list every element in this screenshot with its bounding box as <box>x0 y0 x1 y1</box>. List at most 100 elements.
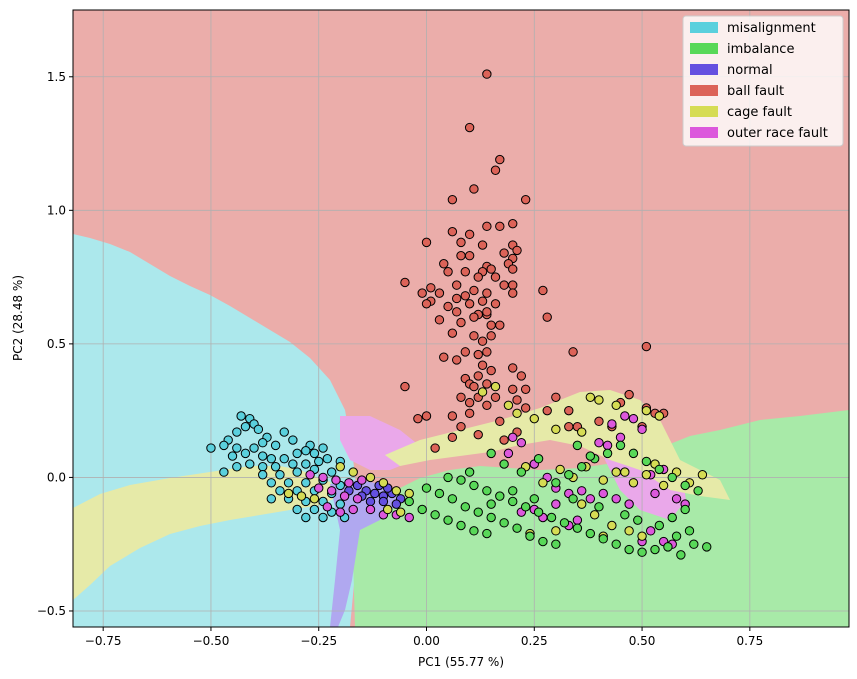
point-outer-race-fault <box>508 432 518 443</box>
point-imbalance <box>598 534 608 544</box>
point-ball-fault <box>486 331 496 341</box>
point-ball-fault <box>490 272 501 282</box>
point-imbalance <box>559 518 570 528</box>
point-imbalance <box>499 518 509 528</box>
point-ball-fault <box>641 341 652 352</box>
point-misalignment <box>288 459 298 469</box>
point-outer-race-fault <box>624 499 634 509</box>
point-ball-fault <box>512 395 522 405</box>
point-cage-fault <box>551 526 561 536</box>
point-imbalance <box>654 464 665 475</box>
point-imbalance <box>572 523 583 533</box>
point-cage-fault <box>637 531 647 541</box>
x-axis-ticks: −0.75 −0.50 −0.25 0.00 0.25 0.50 0.75 <box>85 627 763 648</box>
point-imbalance <box>546 512 557 523</box>
legend-label-misalignment: misalignment <box>727 21 816 36</box>
point-ball-fault <box>400 277 410 288</box>
point-ball-fault <box>477 360 488 370</box>
point-imbalance <box>667 512 677 523</box>
point-misalignment <box>270 462 281 472</box>
point-ball-fault <box>426 283 436 293</box>
point-ball-fault <box>482 347 492 357</box>
point-ball-fault <box>430 443 440 453</box>
point-imbalance <box>671 531 682 541</box>
point-imbalance <box>460 502 471 512</box>
point-ball-fault <box>482 307 492 317</box>
point-misalignment <box>266 494 277 504</box>
point-ball-fault <box>456 317 466 328</box>
point-outer-race-fault <box>344 478 354 488</box>
point-ball-fault <box>551 392 561 402</box>
point-ball-fault <box>443 301 453 312</box>
point-imbalance <box>482 486 492 496</box>
point-outer-race-fault <box>615 432 626 443</box>
point-cage-fault <box>585 392 596 402</box>
point-misalignment <box>232 462 242 472</box>
point-ball-fault <box>451 293 462 304</box>
point-misalignment <box>288 435 298 445</box>
point-cage-fault <box>654 411 665 421</box>
legend-swatch-imbalance <box>690 43 718 54</box>
point-misalignment <box>301 459 311 469</box>
point-misalignment <box>318 512 328 523</box>
point-ball-fault <box>439 259 449 269</box>
point-cage-fault <box>378 478 389 488</box>
point-outer-race-fault <box>331 475 341 485</box>
point-outer-race-fault <box>611 494 621 504</box>
point-ball-fault <box>568 347 578 357</box>
point-imbalance <box>594 502 604 512</box>
point-misalignment <box>301 512 311 523</box>
point-outer-race-fault <box>516 438 527 448</box>
point-outer-race-fault <box>598 488 608 499</box>
point-outer-race-fault <box>671 494 682 504</box>
point-imbalance <box>564 470 574 480</box>
point-ball-fault <box>495 416 505 427</box>
point-imbalance <box>628 448 639 459</box>
point-ball-fault <box>473 371 483 381</box>
point-imbalance <box>633 515 643 525</box>
point-cage-fault <box>658 480 669 491</box>
point-ball-fault <box>490 299 501 309</box>
y-axis-ticks: −0.5 0.0 0.5 1.0 1.5 <box>37 70 73 618</box>
point-ball-fault <box>439 352 449 362</box>
point-cage-fault <box>620 467 630 477</box>
point-ball-fault <box>495 221 505 232</box>
point-imbalance <box>464 467 475 477</box>
legend-label-cage-fault: cage fault <box>727 105 792 120</box>
point-outer-race-fault <box>322 502 333 512</box>
point-ball-fault <box>469 285 479 296</box>
point-ball-fault <box>421 411 432 421</box>
point-misalignment <box>279 427 289 437</box>
point-imbalance <box>663 542 673 552</box>
point-ball-fault <box>460 347 471 357</box>
point-cage-fault <box>538 478 548 488</box>
point-ball-fault <box>564 421 574 432</box>
point-misalignment <box>236 411 246 421</box>
point-misalignment <box>245 459 255 469</box>
point-imbalance <box>538 536 548 547</box>
y-tick-label: 0.0 <box>47 470 66 484</box>
point-ball-fault <box>473 349 483 360</box>
point-ball-fault <box>460 291 471 301</box>
point-imbalance <box>637 547 647 557</box>
point-misalignment <box>240 421 251 432</box>
point-imbalance <box>680 480 690 491</box>
point-cage-fault <box>335 462 345 472</box>
point-imbalance <box>585 528 596 539</box>
point-ball-fault <box>464 408 475 419</box>
point-misalignment <box>266 478 277 488</box>
point-ball-fault <box>477 240 488 250</box>
point-imbalance <box>469 526 479 536</box>
point-imbalance <box>417 504 427 515</box>
point-ball-fault <box>469 184 479 194</box>
point-misalignment <box>279 454 289 464</box>
point-cage-fault <box>624 526 634 536</box>
point-imbalance <box>456 520 466 531</box>
point-imbalance <box>486 499 496 509</box>
point-ball-fault <box>473 272 483 282</box>
point-imbalance <box>577 462 587 472</box>
point-cage-fault <box>641 405 652 416</box>
point-outer-race-fault <box>305 470 315 480</box>
point-ball-fault <box>520 384 531 394</box>
legend-label-outer-race-fault: outer race fault <box>727 126 828 141</box>
